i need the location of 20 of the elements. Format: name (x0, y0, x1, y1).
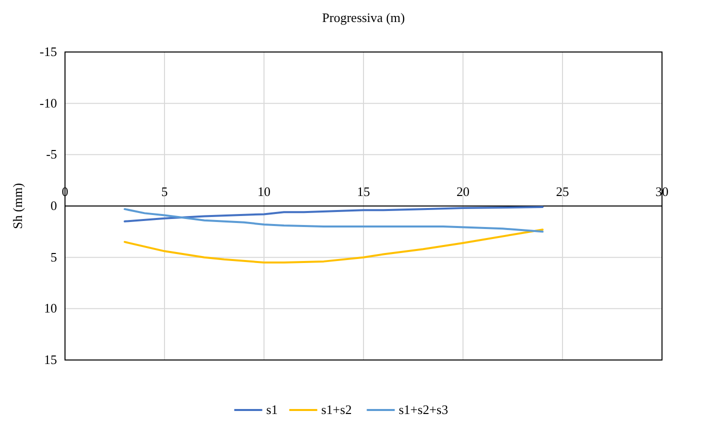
x-tick-label: 20 (456, 184, 470, 199)
x-tick-label: 10 (258, 184, 270, 199)
legend-label: s1+s2 (321, 402, 352, 417)
x-tick-label: 25 (556, 184, 569, 199)
y-tick-label: -15 (40, 44, 57, 59)
legend-label: s1 (266, 402, 278, 417)
x-tick-label: 5 (161, 184, 168, 199)
line-series (124, 208, 544, 233)
y-tick-label: -10 (40, 95, 57, 110)
y-tick-label: 5 (50, 249, 57, 264)
y-tick-label: -5 (46, 146, 57, 162)
y-axis-title: Sh (mm) (10, 183, 25, 229)
x-axis-title: Progressiva (m) (322, 10, 405, 25)
y-tick-label: 0 (50, 198, 57, 213)
y-tick-label: 15 (44, 352, 57, 367)
line-series (124, 206, 544, 222)
legend-label: s1+s2+s3 (398, 402, 448, 417)
y-tick-label: 10 (44, 300, 57, 316)
line-series (124, 228, 544, 264)
x-tick-label: 15 (357, 184, 370, 199)
